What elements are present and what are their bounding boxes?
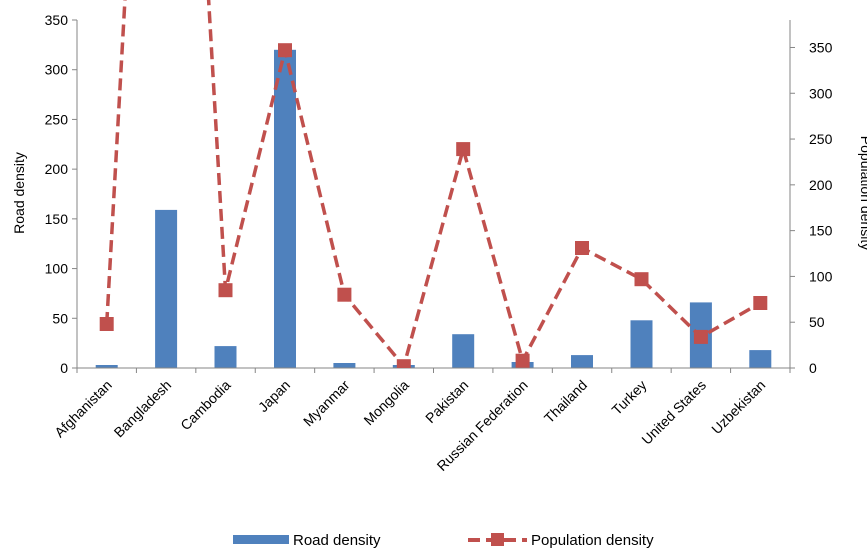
x-tick-label: Pakistan xyxy=(422,377,471,426)
y-left-tick-label: 50 xyxy=(52,310,68,326)
bar-turkey xyxy=(630,320,653,368)
y-right-tick-label: 350 xyxy=(809,39,833,55)
population-density-marker xyxy=(278,43,292,58)
plot-area xyxy=(76,0,791,369)
y-left-axis: 0 50 100 150 200 250 300 350 xyxy=(45,12,77,376)
y-right-axis-title: Population density xyxy=(858,136,867,250)
population-density-marker xyxy=(218,283,233,298)
x-tick-label: Japan xyxy=(255,377,293,415)
bar-myanmar xyxy=(333,363,356,368)
y-left-tick-label: 0 xyxy=(60,360,68,376)
x-tick-label: Bangladesh xyxy=(111,377,175,441)
y-right-tick-label: 200 xyxy=(809,177,833,193)
x-tick-label: Cambodia xyxy=(177,377,234,434)
population-density-marker xyxy=(337,287,352,302)
y-right-tick-label: 0 xyxy=(809,360,817,376)
y-right-axis: 0 50 100 150 200 250 300 350 xyxy=(790,39,833,376)
x-tick-label: Mongolia xyxy=(360,377,412,429)
legend-swatch-road-density xyxy=(233,535,289,544)
y-left-tick-label: 100 xyxy=(45,261,69,277)
y-left-tick-label: 200 xyxy=(45,161,69,177)
y-right-tick-label: 100 xyxy=(809,268,833,284)
y-left-tick-label: 150 xyxy=(45,211,69,227)
bar-bangladesh xyxy=(155,209,178,368)
population-density-marker xyxy=(634,272,649,287)
population-density-marker xyxy=(515,353,530,368)
population-density-marker xyxy=(575,241,589,255)
legend-swatch-population-density-marker xyxy=(491,533,504,546)
population-density-marker xyxy=(99,317,114,331)
x-tick-label: Turkey xyxy=(608,377,649,418)
y-left-tick-label: 350 xyxy=(45,12,69,28)
x-tick-label: Afghanistan xyxy=(51,377,115,441)
y-right-tick-label: 250 xyxy=(809,131,833,147)
x-tick-label: Myanmar xyxy=(300,377,353,430)
bar-pakistan xyxy=(452,334,475,368)
x-tick-label: Uzbekistan xyxy=(708,377,768,437)
population-density-marker xyxy=(396,359,411,368)
bar-thailand xyxy=(571,355,593,368)
population-density-line xyxy=(104,0,762,368)
bar-japan xyxy=(274,49,296,369)
y-left-axis-title: Road density xyxy=(11,152,27,234)
y-right-tick-label: 150 xyxy=(809,223,833,239)
y-left-tick-label: 250 xyxy=(45,111,69,127)
x-tick-label: Thailand xyxy=(541,377,590,426)
bar-uzbekistan xyxy=(749,350,772,368)
population-density-marker xyxy=(753,296,768,310)
bar-cambodia xyxy=(214,346,237,368)
population-density-series xyxy=(99,0,768,368)
y-right-tick-label: 50 xyxy=(809,314,825,330)
legend: Road density Population density xyxy=(233,532,654,549)
legend-label-population-density: Population density xyxy=(531,532,654,549)
population-density-marker xyxy=(456,142,471,157)
bar-afghanistan xyxy=(95,365,118,368)
y-right-tick-label: 300 xyxy=(809,85,833,101)
y-left-tick-label: 300 xyxy=(45,62,69,78)
population-density-marker xyxy=(693,329,708,344)
legend-label-road-density: Road density xyxy=(293,532,381,549)
